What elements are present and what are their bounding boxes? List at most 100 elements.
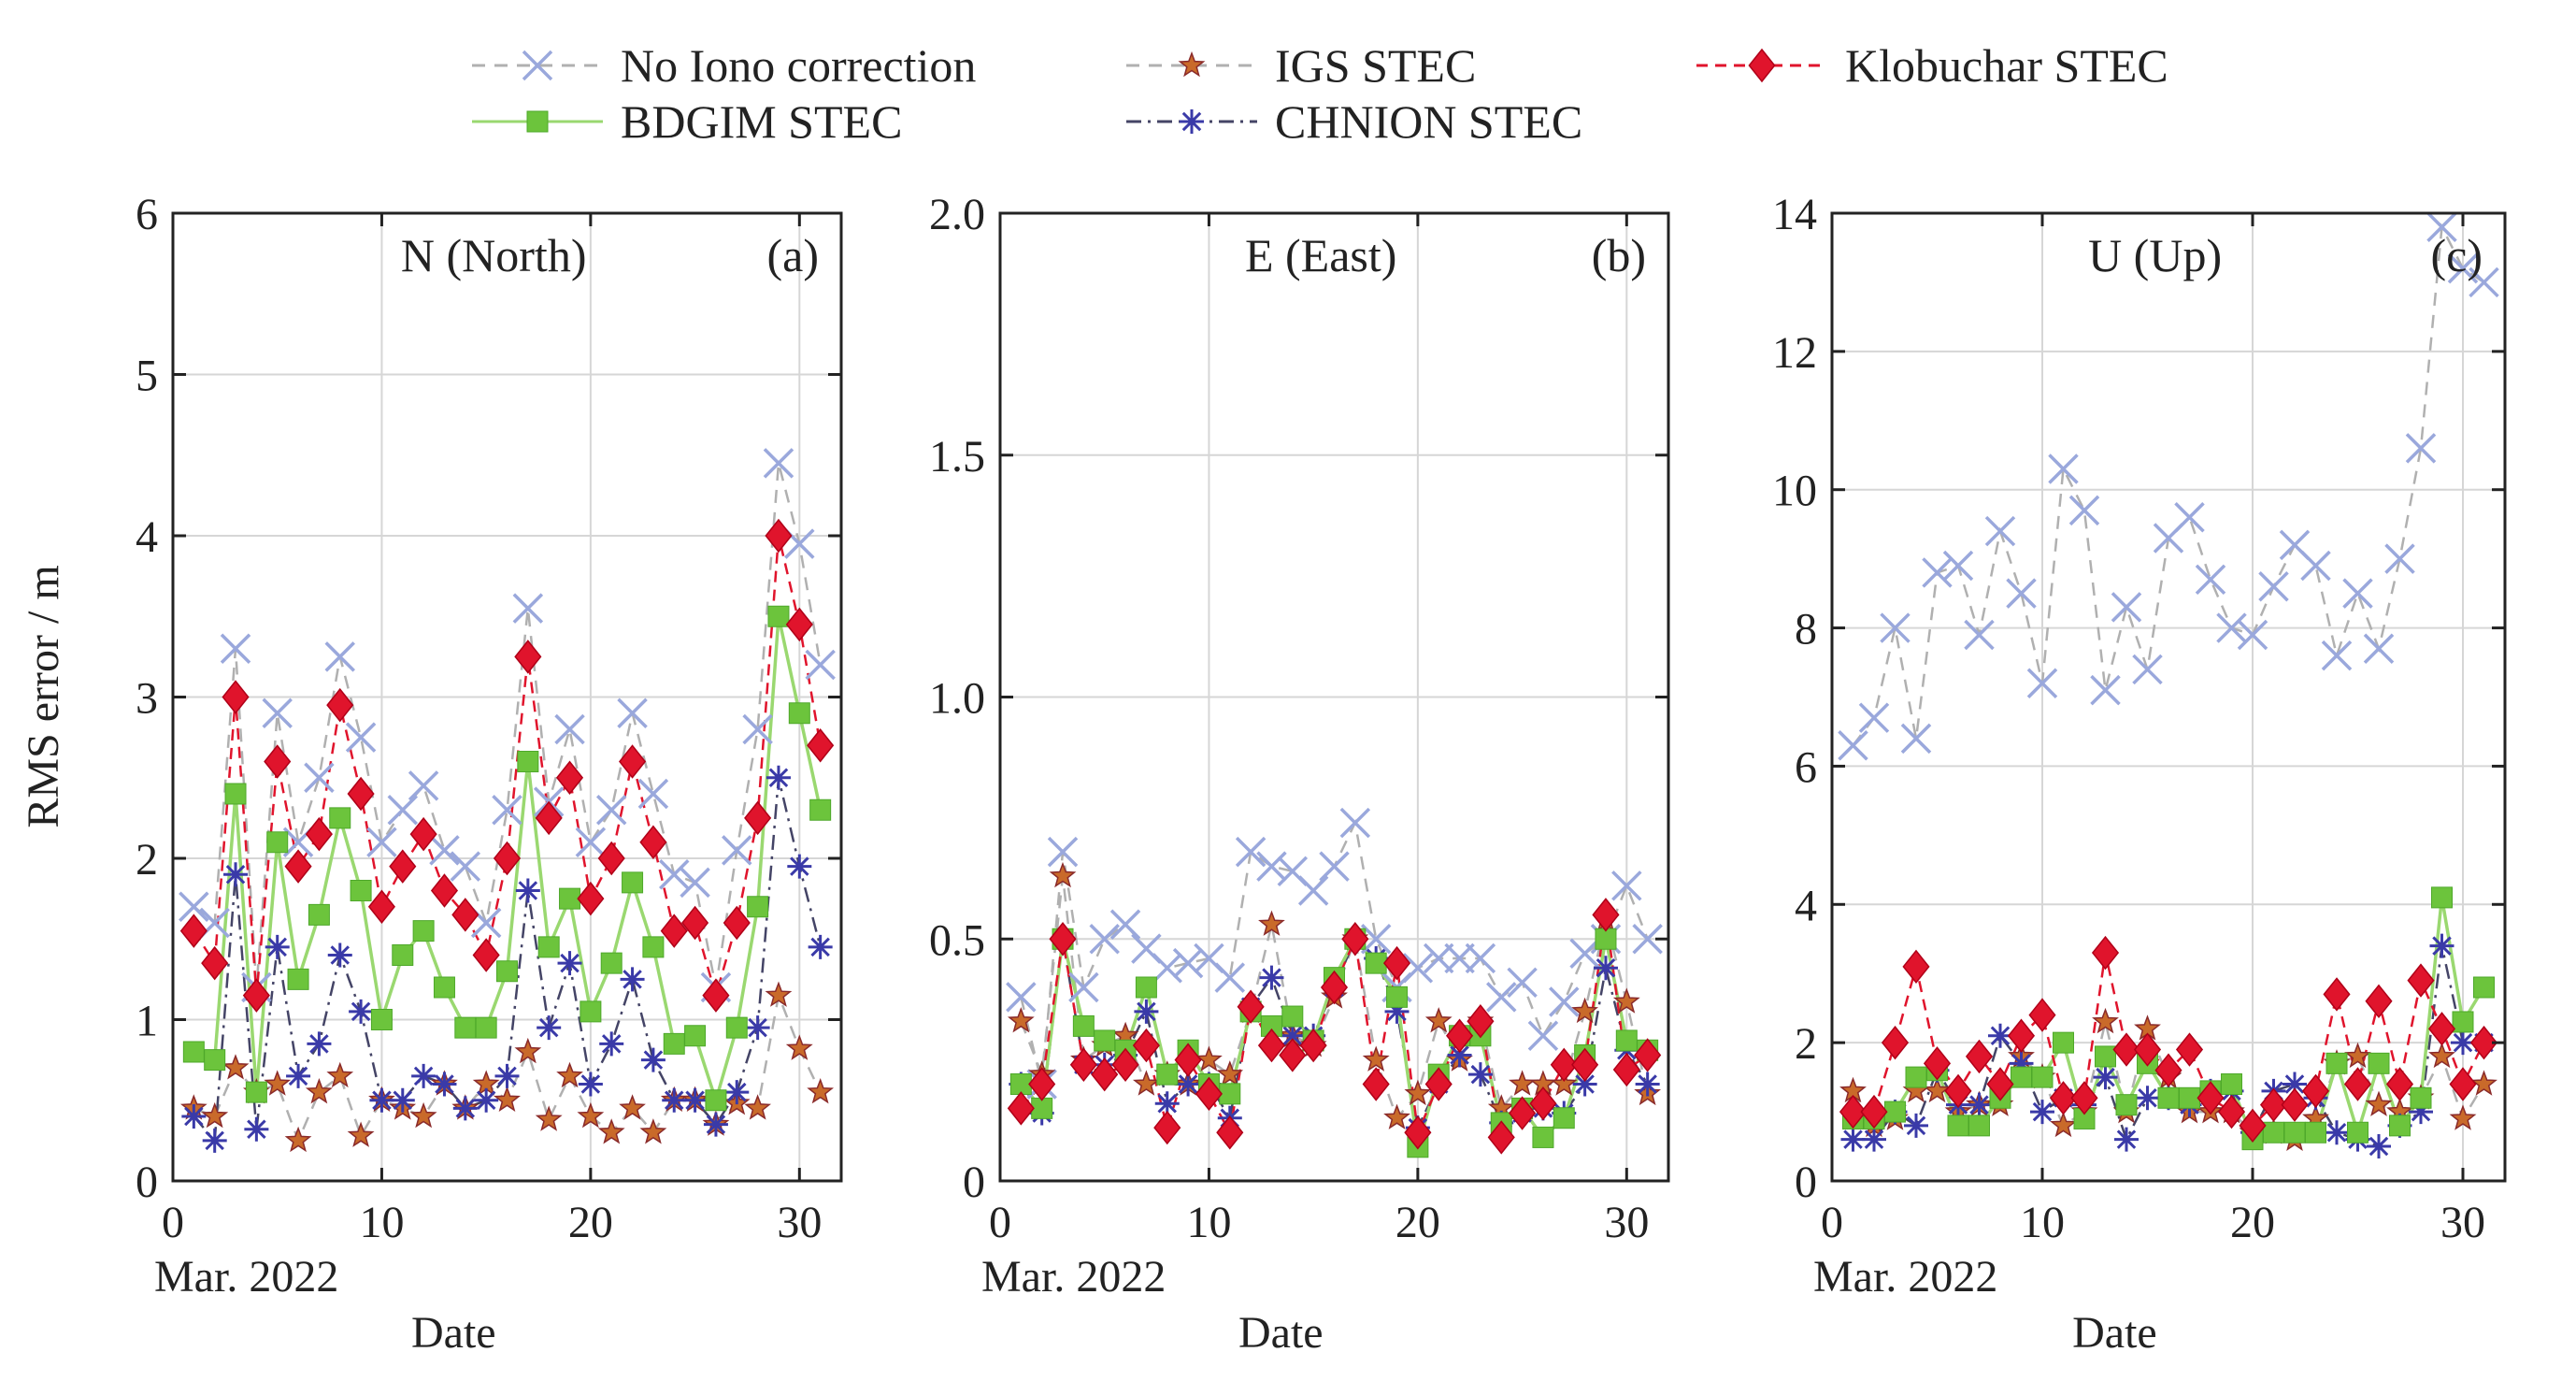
data-point-chnion [1572,1072,1597,1097]
data-point-igs [765,981,793,1007]
data-point-klobuchar [744,800,772,836]
data-point-klobuchar [2197,1081,2225,1115]
data-point-no_iono [1068,971,1099,1003]
legend-swatch-chnion [1126,109,1257,134]
data-point-klobuchar [201,945,229,981]
data-point-klobuchar [472,938,500,972]
data-point-bdgim [2326,1052,2348,1074]
legend-item-chnion: CHNION STEC [1122,92,1582,151]
data-point-igs [639,1118,667,1144]
data-point-igs [201,1101,229,1129]
data-point-bdgim [308,903,330,926]
data-point-no_iono [2258,570,2289,602]
data-point-klobuchar [1216,1115,1244,1150]
data-point-klobuchar [1860,1094,1888,1129]
data-point-chnion [2283,1072,2307,1097]
data-point-igs [807,1077,835,1104]
data-point-klobuchar [2112,1032,2140,1067]
legend-swatch-bdgim [472,110,603,133]
data-point-klobuchar [1881,1025,1910,1060]
data-point-klobuchar [430,873,459,908]
data-point-igs [1195,1045,1223,1072]
data-point-bdgim [266,831,289,854]
data-point-klobuchar [1509,1096,1537,1130]
x-tick-label: 20 [2230,1198,2275,1247]
data-point-bdgim [2115,1094,2138,1116]
data-point-bdgim [1947,1115,1969,1137]
data-point-igs [1550,1070,1578,1096]
data-point-igs [785,1034,813,1060]
data-point-chnion [202,1128,227,1153]
legend-marker [526,110,549,133]
x-axis-label: Date [2072,1308,2157,1358]
data-point-bdgim [224,783,247,805]
panel-tag: (b) [1592,229,1646,281]
data-point-klobuchar [264,744,292,779]
data-point-bdgim [705,1089,727,1112]
y-axis-label: RMS error / m [19,565,68,827]
data-point-igs [264,1070,292,1096]
data-point-no_iono [1256,851,1287,882]
data-point-klobuchar [1132,1028,1160,1063]
legend-label: CHNION STEC [1275,95,1583,148]
data-point-klobuchar [1839,1094,1868,1129]
data-point-no_iono [637,778,669,810]
data-point-igs [1424,1007,1453,1033]
data-point-igs [2050,1111,2077,1138]
data-point-klobuchar [660,913,688,948]
data-point-chnion [557,951,582,976]
data-point-bdgim [809,798,832,821]
data-point-no_iono [2342,578,2373,609]
data-point-igs [535,1105,563,1131]
x-axis-label: Date [1238,1308,1324,1358]
data-point-chnion [599,1031,624,1057]
data-point-chnion [1447,1043,1472,1068]
data-point-chnion [766,765,791,790]
x-tick-label: 10 [1186,1198,1231,1247]
y-tick-label: 12 [1772,328,1817,378]
data-point-no_iono [345,722,377,753]
data-point-no_iono [2111,592,2142,623]
data-point-bdgim [2179,1086,2200,1109]
x-tick-label: 10 [2020,1198,2065,1247]
data-point-klobuchar [1153,1110,1181,1145]
data-point-klobuchar [409,816,437,852]
data-point-bdgim [517,751,539,772]
data-point-bdgim [1884,1100,1906,1123]
legend-label: Klobuchar STEC [1845,39,2168,92]
y-tick-label: 0 [136,1158,158,1207]
data-point-klobuchar [1424,1067,1453,1101]
legend-item-igs: IGS STEC [1122,36,1476,95]
data-point-no_iono [2300,550,2331,582]
data-point-klobuchar [1944,1073,1972,1109]
data-point-bdgim [329,807,351,829]
legend-swatch-klobuchar [1696,48,1827,83]
date-caption: Mar. 2022 [981,1252,1166,1302]
data-point-klobuchar [2217,1094,2246,1129]
date-caption: Mar. 2022 [154,1252,338,1302]
data-point-chnion [620,967,645,992]
y-tick-label: 6 [136,190,158,239]
data-point-no_iono [2469,266,2499,298]
data-point-chnion [2451,1030,2475,1056]
data-point-no_iono [2237,619,2268,651]
data-point-no_iono [304,762,335,793]
data-point-igs [409,1101,437,1129]
data-point-no_iono [1527,1020,1559,1051]
data-point-chnion [1840,1127,1866,1152]
data-point-chnion [515,878,540,903]
data-point-igs [556,1061,583,1088]
data-point-no_iono [1549,986,1580,1017]
data-point-igs [2428,1042,2455,1069]
data-point-bdgim [684,1025,707,1047]
data-point-klobuchar [619,744,647,779]
data-point-klobuchar [2028,998,2056,1032]
data-point-bdgim [2389,1115,2411,1137]
data-point-igs [1404,1079,1432,1106]
data-point-no_iono [2006,578,2037,609]
data-point-no_iono [1984,515,2016,547]
data-point-bdgim [622,871,644,894]
legend-swatch-igs [1126,50,1257,78]
data-point-klobuchar [1111,1047,1139,1083]
